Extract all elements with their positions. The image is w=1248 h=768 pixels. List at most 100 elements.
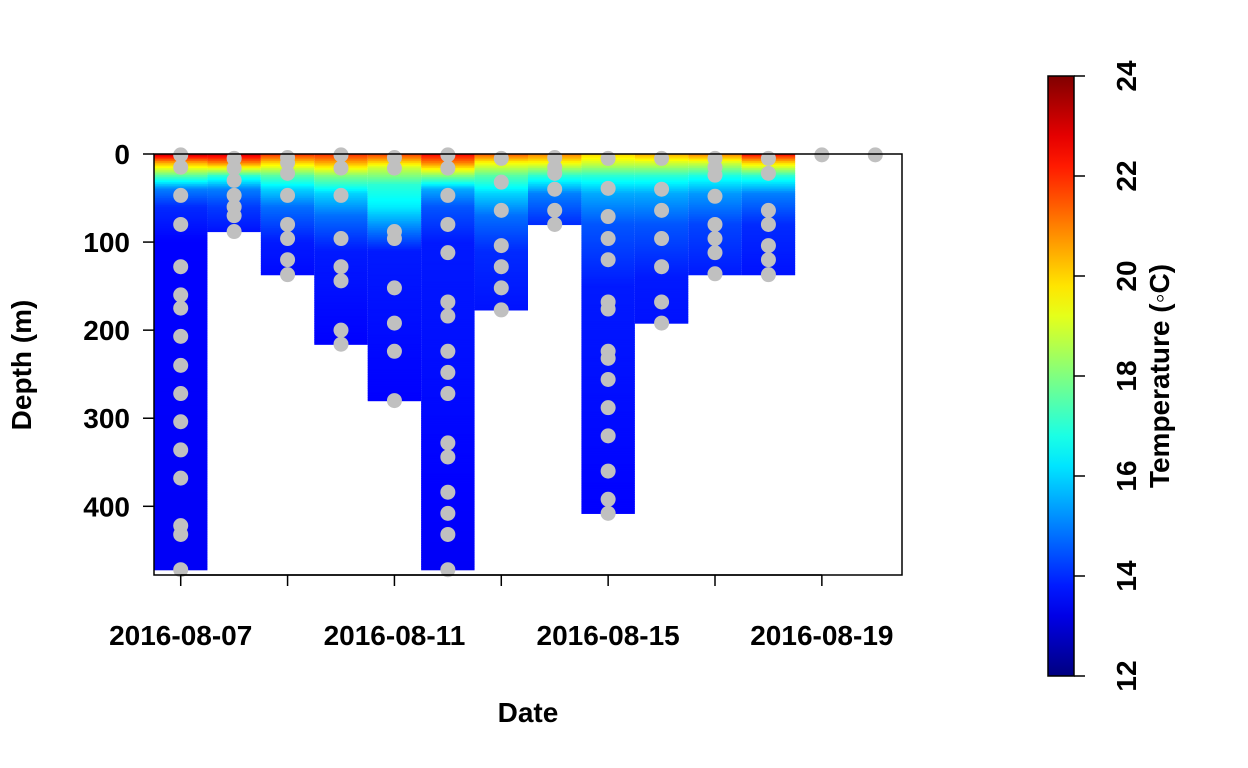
heatmap-cell bbox=[688, 261, 742, 264]
heatmap-cell bbox=[581, 247, 635, 250]
heatmap-cell bbox=[260, 210, 315, 213]
heatmap-cell bbox=[634, 289, 689, 292]
sample-point bbox=[493, 238, 509, 254]
heatmap-cell bbox=[367, 178, 422, 182]
heatmap-cell bbox=[688, 187, 742, 190]
heatmap-cell bbox=[260, 205, 315, 208]
heatmap-cell bbox=[154, 552, 208, 555]
heatmap-cell bbox=[421, 483, 475, 486]
heatmap-cell bbox=[367, 383, 422, 386]
heatmap-cell bbox=[367, 252, 422, 255]
heatmap-cell bbox=[154, 559, 208, 562]
heatmap-cell bbox=[154, 208, 208, 211]
sample-point bbox=[440, 435, 456, 451]
sample-point bbox=[280, 216, 296, 232]
heatmap-cell bbox=[367, 368, 422, 372]
heatmap-cell bbox=[367, 384, 422, 388]
sample-point bbox=[226, 224, 242, 240]
heatmap-cell bbox=[314, 307, 368, 310]
heatmap-cell bbox=[421, 361, 475, 365]
sample-point bbox=[707, 231, 723, 247]
heatmap-cell bbox=[421, 279, 475, 282]
heatmap-cell bbox=[154, 243, 208, 247]
heatmap-cell bbox=[421, 231, 475, 234]
heatmap-cell bbox=[421, 428, 475, 432]
heatmap-cell bbox=[581, 287, 635, 291]
heatmap-cell bbox=[154, 488, 208, 492]
heatmap-cell bbox=[421, 381, 475, 384]
y-tick-label: 100 bbox=[83, 227, 130, 258]
sample-point bbox=[707, 266, 723, 282]
heatmap-cell bbox=[634, 222, 689, 226]
heatmap-cell bbox=[367, 310, 422, 314]
heatmap-cell bbox=[421, 474, 475, 477]
sample-point bbox=[440, 526, 456, 542]
heatmap-cell bbox=[474, 222, 528, 226]
heatmap-cell bbox=[581, 442, 635, 446]
heatmap-cell bbox=[581, 326, 635, 329]
y-tick-label: 300 bbox=[83, 403, 130, 434]
heatmap-cell bbox=[581, 425, 635, 428]
sample-point bbox=[173, 526, 189, 542]
heatmap-cell bbox=[581, 282, 635, 285]
heatmap-cell bbox=[421, 259, 475, 263]
heatmap-cell bbox=[314, 249, 368, 252]
heatmap-cell bbox=[581, 201, 635, 204]
heatmap-cell bbox=[154, 185, 208, 189]
heatmap-cell bbox=[154, 404, 208, 407]
heatmap-cell bbox=[634, 254, 689, 257]
heatmap-cell bbox=[367, 196, 422, 199]
heatmap-cell bbox=[634, 277, 689, 280]
heatmap-cell bbox=[474, 277, 528, 280]
heatmap-cell bbox=[421, 502, 475, 506]
heatmap-cell bbox=[421, 213, 475, 217]
x-axis: 2016-08-07 2016-08-11 2016-08-15 2016-08-19 bbox=[109, 574, 893, 651]
sample-point bbox=[760, 238, 776, 254]
sample-point bbox=[280, 165, 296, 181]
sample-point bbox=[760, 252, 776, 268]
heatmap-cell bbox=[581, 458, 635, 462]
heatmap-cell bbox=[421, 405, 475, 409]
heatmap-cell bbox=[581, 367, 635, 370]
heatmap-cell bbox=[367, 377, 422, 381]
heatmap-cell bbox=[421, 553, 475, 557]
heatmap-cell bbox=[154, 509, 208, 513]
sample-point bbox=[600, 400, 616, 416]
heatmap-cell bbox=[314, 247, 368, 250]
heatmap-cell bbox=[581, 226, 635, 229]
heatmap-cell bbox=[154, 213, 208, 217]
heatmap-cell bbox=[581, 414, 635, 418]
heatmap-cell bbox=[367, 372, 422, 375]
heatmap-cell bbox=[634, 310, 689, 314]
heatmap-cell bbox=[741, 190, 796, 194]
heatmap-cell bbox=[260, 185, 315, 189]
heatmap-cell bbox=[314, 178, 368, 182]
sample-point bbox=[173, 300, 189, 316]
heatmap-cell bbox=[581, 342, 635, 345]
heatmap-cell bbox=[314, 309, 368, 312]
heatmap-cell bbox=[421, 416, 475, 419]
heatmap-cell bbox=[154, 284, 208, 287]
heatmap-cell bbox=[421, 481, 475, 484]
heatmap-cell bbox=[367, 333, 422, 337]
heatmap-cell bbox=[421, 404, 475, 407]
heatmap-cell bbox=[474, 189, 528, 192]
heatmap-cell bbox=[154, 437, 208, 440]
heatmap-cell bbox=[260, 250, 315, 254]
heatmap-cell bbox=[421, 407, 475, 411]
heatmap-cell bbox=[474, 198, 528, 201]
heatmap-cell bbox=[154, 490, 208, 493]
heatmap-cell bbox=[634, 257, 689, 261]
heatmap-cell bbox=[421, 550, 475, 553]
heatmap-cell bbox=[421, 421, 475, 425]
heatmap-cell bbox=[154, 541, 208, 544]
sample-point bbox=[760, 216, 776, 232]
sample-point bbox=[654, 202, 670, 218]
heatmap-cell bbox=[260, 203, 315, 206]
heatmap-cell bbox=[581, 479, 635, 483]
heatmap-cell bbox=[314, 210, 368, 213]
sample-point bbox=[386, 231, 402, 247]
sample-point bbox=[493, 302, 509, 318]
heatmap-cell bbox=[314, 293, 368, 296]
heatmap-cell bbox=[367, 263, 422, 266]
